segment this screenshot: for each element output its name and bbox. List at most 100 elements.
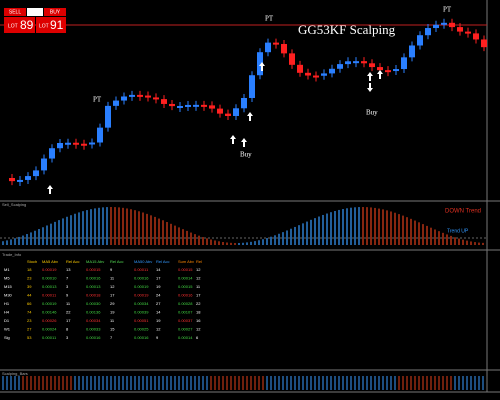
candle-body <box>257 52 263 76</box>
table-cell: W1 <box>4 327 11 332</box>
candle-body <box>57 143 63 149</box>
chart-layer: Stoch MA5 Abv Rel Acc MA15 Abv Rel Acc MA50 A… <box>0 18 487 390</box>
table-cell: 29 <box>110 301 115 306</box>
table-cell: M1 <box>4 267 10 272</box>
candle-body <box>113 100 119 106</box>
table-cell: M15 <box>4 284 13 289</box>
table-cell: 39 <box>27 284 32 289</box>
buy-signal-label: Buy <box>240 151 252 159</box>
table-cell: 24 <box>156 293 161 298</box>
table-cell: 44 <box>27 293 32 298</box>
table-cell: 0.00011 <box>42 293 57 298</box>
buy-price-box[interactable] <box>36 17 66 33</box>
candle-body <box>121 96 127 101</box>
table-cell: 0.00030 <box>86 301 101 306</box>
pt-label: PT <box>443 6 452 14</box>
table-cell: D1 <box>4 318 10 323</box>
table-cell: 18 <box>196 310 201 315</box>
table-cell: 0.00028 <box>178 301 193 306</box>
table-cell: 11 <box>110 276 115 281</box>
candle-body <box>145 95 151 98</box>
table-header: Rel Acc <box>66 259 80 264</box>
table-cell: 0.00034 <box>134 301 149 306</box>
buy-arrow <box>230 135 236 144</box>
table-cell: 19 <box>110 310 115 315</box>
table-cell: 23 <box>27 318 32 323</box>
candle-body <box>385 70 391 73</box>
sell-price-box[interactable] <box>4 17 35 33</box>
table-cell: 0.00024 <box>42 327 57 332</box>
table-cell: 9 <box>66 293 69 298</box>
candle-body <box>281 44 287 54</box>
candle-body <box>209 105 215 109</box>
lot-field[interactable] <box>27 8 43 16</box>
candle-body <box>25 176 31 180</box>
candle-body <box>321 73 327 76</box>
table-cell: 12 <box>196 327 201 332</box>
candle-body <box>361 61 367 64</box>
table-cell: 53 <box>27 335 32 340</box>
buy-arrow <box>367 72 373 81</box>
candle-body <box>97 127 103 143</box>
candle-body <box>137 94 143 97</box>
trend-down-label: DOWN Trend <box>445 209 481 215</box>
candle-body <box>9 178 15 182</box>
buy-arrow <box>247 112 253 121</box>
table-cell: 0.00136 <box>86 310 101 315</box>
candle-body <box>177 105 183 108</box>
candle-body <box>65 142 71 145</box>
table-cell: 11 <box>110 318 115 323</box>
table-cell: 14 <box>156 267 161 272</box>
sell-lot-label: LOT <box>8 23 18 29</box>
table-cell: 7 <box>110 335 113 340</box>
candle-body <box>369 63 375 68</box>
table-cell: 15 <box>110 327 115 332</box>
table-name: Trade_Info <box>2 252 22 257</box>
table-header: Rel Acc <box>156 259 170 264</box>
table-cell: 0.00037 <box>178 318 193 323</box>
candle-body <box>41 158 47 171</box>
table-cell: 9 <box>110 267 113 272</box>
candle-body <box>473 33 479 40</box>
pt-label: PT <box>265 15 274 23</box>
table-cell: 17 <box>66 318 71 323</box>
table-cell: 13 <box>66 267 71 272</box>
table-cell: 0.00107 <box>178 310 193 315</box>
sell-button[interactable] <box>4 8 26 16</box>
candle-body <box>33 170 39 177</box>
table-cell: 27 <box>27 327 32 332</box>
table-cell: 0.00019 <box>134 284 149 289</box>
table-cell: 0.00015 <box>178 267 193 272</box>
candle-body <box>289 53 295 65</box>
sell-price: 89 <box>20 18 34 32</box>
table-header: Stoch <box>27 259 37 264</box>
table-cell: 0.00033 <box>86 327 101 332</box>
candle-body <box>193 104 199 107</box>
table-cell: 8 <box>66 327 69 332</box>
table-cell: 14 <box>156 310 161 315</box>
candle-body <box>217 108 223 114</box>
candle-body <box>417 35 423 46</box>
table-cell: H1 <box>4 301 10 306</box>
candle-body <box>337 64 343 69</box>
table-cell: 0.00146 <box>42 310 57 315</box>
buy-button[interactable] <box>44 8 66 16</box>
table-cell: 12 <box>156 327 161 332</box>
candle-body <box>129 94 135 97</box>
candle-body <box>161 99 167 104</box>
candle-body <box>265 42 271 53</box>
table-cell: 0.00016 <box>178 293 193 298</box>
chart-title: GG53KF Scalping <box>298 22 396 37</box>
table-cell: 0.00016 <box>86 276 101 281</box>
table-cell: 0.00019 <box>42 267 57 272</box>
table-header: MA15 Abv <box>86 259 104 264</box>
candle-body <box>169 103 175 107</box>
candle-body <box>353 61 359 64</box>
table-cell: 0.00026 <box>42 318 57 323</box>
table-cell: 74 <box>27 310 32 315</box>
table-cell: 12 <box>196 267 201 272</box>
candle-body <box>377 67 383 71</box>
sell-label: SELL <box>9 9 21 15</box>
